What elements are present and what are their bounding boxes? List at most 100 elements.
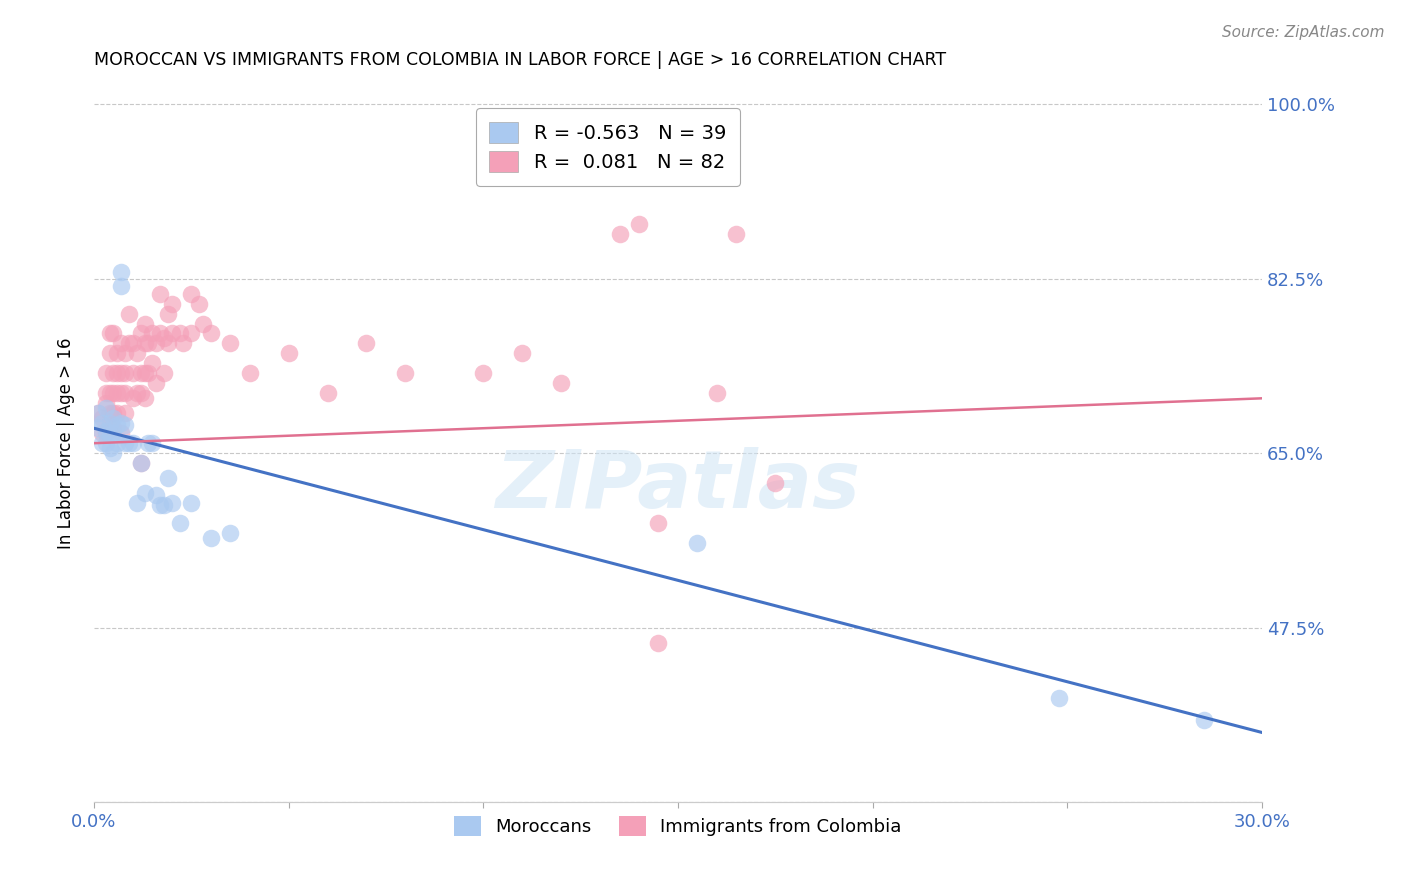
- Point: [129, 367, 152, 381]
- Point: [121, 436, 143, 450]
- Point: [118, 436, 141, 450]
- Point: [125, 386, 148, 401]
- Point: [200, 531, 222, 545]
- Point: [686, 536, 709, 550]
- Point: [172, 336, 194, 351]
- Legend: Moroccans, Immigrants from Colombia: Moroccans, Immigrants from Colombia: [447, 809, 910, 844]
- Point: [138, 367, 160, 381]
- Point: [121, 392, 143, 406]
- Point: [98, 406, 121, 420]
- Point: [609, 227, 631, 241]
- Point: [110, 386, 132, 401]
- Point: [153, 367, 176, 381]
- Point: [169, 326, 191, 341]
- Point: [129, 456, 152, 470]
- Point: [145, 376, 167, 391]
- Point: [134, 392, 156, 406]
- Point: [219, 336, 242, 351]
- Point: [141, 326, 163, 341]
- Point: [129, 456, 152, 470]
- Point: [114, 436, 136, 450]
- Point: [356, 336, 378, 351]
- Point: [647, 635, 669, 649]
- Point: [138, 336, 160, 351]
- Point: [160, 296, 183, 310]
- Point: [105, 367, 128, 381]
- Point: [103, 406, 125, 420]
- Point: [145, 488, 167, 502]
- Point: [103, 386, 125, 401]
- Point: [105, 418, 128, 433]
- Point: [153, 331, 176, 345]
- Point: [647, 516, 669, 530]
- Point: [156, 471, 179, 485]
- Point: [180, 496, 202, 510]
- Point: [103, 421, 125, 435]
- Point: [627, 217, 650, 231]
- Point: [550, 376, 572, 391]
- Point: [98, 416, 121, 430]
- Point: [87, 406, 110, 420]
- Point: [160, 496, 183, 510]
- Text: MOROCCAN VS IMMIGRANTS FROM COLOMBIA IN LABOR FORCE | AGE > 16 CORRELATION CHART: MOROCCAN VS IMMIGRANTS FROM COLOMBIA IN …: [94, 51, 946, 69]
- Point: [94, 367, 117, 381]
- Point: [114, 367, 136, 381]
- Point: [145, 336, 167, 351]
- Point: [219, 525, 242, 540]
- Point: [134, 336, 156, 351]
- Point: [110, 426, 132, 441]
- Point: [90, 426, 112, 441]
- Point: [103, 326, 125, 341]
- Point: [316, 386, 339, 401]
- Point: [118, 306, 141, 320]
- Point: [105, 346, 128, 360]
- Point: [105, 386, 128, 401]
- Point: [110, 265, 132, 279]
- Point: [98, 416, 121, 430]
- Point: [121, 367, 143, 381]
- Point: [98, 441, 121, 455]
- Point: [110, 367, 132, 381]
- Point: [98, 326, 121, 341]
- Point: [200, 326, 222, 341]
- Point: [94, 401, 117, 416]
- Point: [114, 346, 136, 360]
- Y-axis label: In Labor Force | Age > 16: In Labor Force | Age > 16: [58, 337, 75, 549]
- Point: [94, 424, 117, 438]
- Point: [94, 386, 117, 401]
- Point: [156, 306, 179, 320]
- Point: [141, 436, 163, 450]
- Point: [180, 326, 202, 341]
- Point: [134, 486, 156, 500]
- Point: [103, 367, 125, 381]
- Point: [1049, 690, 1071, 705]
- Point: [103, 446, 125, 460]
- Point: [156, 336, 179, 351]
- Point: [114, 386, 136, 401]
- Point: [94, 436, 117, 450]
- Point: [105, 436, 128, 450]
- Point: [191, 317, 214, 331]
- Point: [90, 436, 112, 450]
- Point: [153, 498, 176, 512]
- Point: [149, 326, 172, 341]
- Point: [763, 476, 786, 491]
- Point: [87, 406, 110, 420]
- Point: [138, 436, 160, 450]
- Point: [134, 367, 156, 381]
- Point: [725, 227, 748, 241]
- Point: [149, 286, 172, 301]
- Point: [98, 428, 121, 442]
- Point: [510, 346, 533, 360]
- Text: Source: ZipAtlas.com: Source: ZipAtlas.com: [1222, 25, 1385, 40]
- Point: [98, 346, 121, 360]
- Point: [169, 516, 191, 530]
- Point: [125, 346, 148, 360]
- Point: [125, 496, 148, 510]
- Point: [103, 426, 125, 441]
- Point: [141, 356, 163, 370]
- Point: [105, 406, 128, 420]
- Point: [277, 346, 299, 360]
- Point: [114, 406, 136, 420]
- Point: [87, 421, 110, 435]
